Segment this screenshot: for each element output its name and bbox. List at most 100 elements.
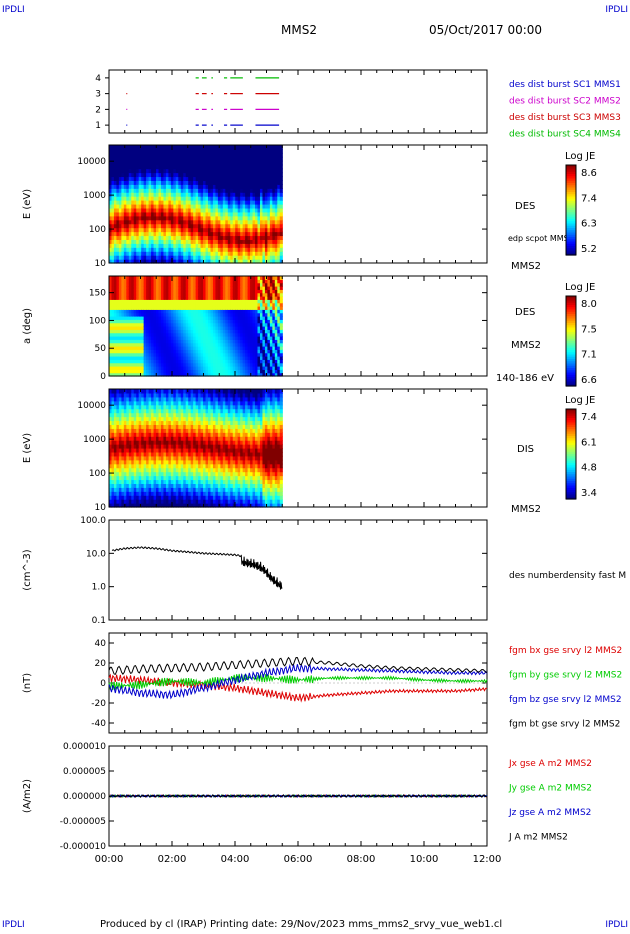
heatmap-cell (208, 309, 212, 314)
heatmap-cell (247, 356, 251, 360)
heatmap-cell (156, 332, 160, 337)
heatmap-cell (245, 188, 249, 193)
heatmap-cell (138, 243, 142, 248)
heatmap-cell (255, 168, 259, 174)
heatmap-cell (116, 296, 120, 300)
heatmap-cell (279, 322, 283, 327)
heatmap-cell (222, 235, 226, 240)
heatmap-cell (151, 156, 155, 162)
heatmap-cell (175, 286, 179, 290)
heatmap-cell (208, 326, 212, 330)
heatmap-cell (195, 156, 199, 162)
heatmap-cell (138, 412, 142, 418)
des-pitch-panel-colorbar-swatch (566, 363, 576, 367)
heatmap-cell (121, 499, 125, 504)
des-pitch-panel-colorbar-swatch (566, 381, 576, 385)
heatmap-cell (109, 292, 113, 297)
heatmap-cell (250, 372, 254, 377)
heatmap-cell (242, 255, 246, 260)
heatmap-cell (277, 316, 281, 320)
heatmap-cell (183, 200, 187, 205)
heatmap-cell (175, 172, 179, 178)
heatmap-cell (136, 299, 140, 304)
heatmap-cell (133, 463, 137, 469)
heatmap-cell (222, 156, 226, 162)
heatmap-cell (259, 329, 264, 334)
heatmap-cell (151, 180, 155, 185)
heatmap-cell (225, 176, 229, 181)
corner-label-top-right: IPDLI (605, 5, 628, 15)
heatmap-cell (146, 329, 150, 334)
heatmap-cell (274, 235, 278, 240)
heatmap-cell (153, 164, 157, 170)
heatmap-cell (212, 362, 217, 367)
des-energy-panel-colorbar-swatch (566, 180, 576, 184)
heatmap-cell (183, 292, 187, 297)
heatmap-cell (121, 306, 125, 310)
heatmap-cell (131, 463, 135, 469)
burst-legend-entry: des dist burst SC3 MMS3 (509, 113, 621, 123)
heatmap-cell (190, 346, 194, 350)
heatmap-cell (131, 231, 135, 237)
heatmap-cell (210, 200, 214, 205)
heatmap-cell (138, 247, 142, 252)
heatmap-cell (269, 255, 273, 260)
heatmap-cell (170, 329, 174, 334)
heatmap-cell (188, 168, 192, 174)
heatmap-cell (272, 292, 276, 297)
heatmap-cell (156, 276, 160, 280)
heatmap-cell (111, 176, 115, 181)
heatmap-cell (153, 215, 157, 221)
heatmap-cell (121, 156, 125, 162)
heatmap-cell (185, 316, 189, 320)
heatmap-cell (257, 352, 261, 357)
heatmap-cell (180, 372, 184, 377)
heatmap-cell (116, 292, 120, 297)
heatmap-cell (109, 404, 113, 410)
heatmap-cell (136, 296, 140, 300)
heatmap-cell (123, 436, 127, 441)
heatmap-cell (262, 172, 266, 178)
heatmap-cell (118, 239, 122, 244)
heatmap-cell (220, 180, 224, 185)
heatmap-cell (212, 316, 217, 320)
heatmap-cell (269, 316, 273, 320)
heatmap-cell (269, 352, 273, 357)
heatmap-cell (170, 168, 174, 174)
heatmap-cell (262, 302, 266, 307)
heatmap-cell (173, 192, 177, 197)
heatmap-cell (148, 152, 152, 158)
heatmap-cell (180, 184, 184, 189)
heatmap-cell (148, 322, 152, 327)
heatmap-cell (126, 192, 130, 197)
heatmap-cell (272, 255, 276, 260)
heatmap-cell (242, 296, 246, 300)
heatmap-cell (240, 279, 244, 284)
heatmap-cell (123, 459, 127, 465)
heatmap-cell (160, 148, 165, 154)
heatmap-cell (230, 239, 234, 244)
heatmap-cell (193, 259, 197, 264)
heatmap-cell (128, 451, 132, 457)
heatmap-cell (277, 332, 281, 337)
heatmap-cell (208, 172, 212, 178)
heatmap-cell (242, 188, 246, 193)
heatmap-cell (131, 416, 135, 422)
heatmap-cell (232, 322, 236, 327)
heatmap-cell (146, 180, 150, 185)
heatmap-cell (247, 299, 251, 304)
heatmap-cell (198, 200, 202, 205)
heatmap-cell (227, 316, 231, 320)
heatmap-cell (195, 251, 199, 256)
heatmap-cell (113, 172, 118, 178)
des-energy-panel-colorbar-swatch (566, 223, 576, 227)
heatmap-cell (252, 219, 256, 225)
heatmap-cell (168, 309, 172, 314)
heatmap-cell (198, 339, 202, 344)
heatmap-cell (232, 219, 236, 225)
heatmap-cell (190, 255, 194, 260)
heatmap-cell (212, 372, 217, 377)
heatmap-cell (188, 372, 192, 377)
heatmap-cell (151, 227, 155, 233)
heatmap-cell (109, 459, 113, 465)
